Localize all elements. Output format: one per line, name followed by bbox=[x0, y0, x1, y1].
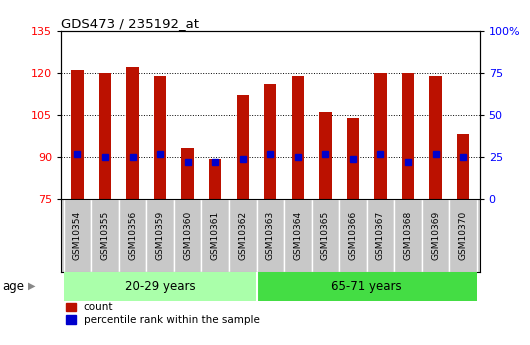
Bar bbox=[174, 199, 201, 272]
Text: GSM10360: GSM10360 bbox=[183, 210, 192, 260]
Bar bbox=[236, 95, 249, 199]
Bar bbox=[284, 199, 312, 272]
Text: ▶: ▶ bbox=[28, 281, 35, 291]
Text: GSM10354: GSM10354 bbox=[73, 211, 82, 260]
Bar bbox=[257, 272, 477, 300]
Text: 65-71 years: 65-71 years bbox=[331, 280, 402, 293]
Text: GSM10365: GSM10365 bbox=[321, 210, 330, 260]
Text: GSM10359: GSM10359 bbox=[156, 210, 165, 260]
Bar bbox=[91, 199, 119, 272]
Text: GSM10355: GSM10355 bbox=[101, 210, 110, 260]
Text: GSM10369: GSM10369 bbox=[431, 210, 440, 260]
Bar bbox=[394, 199, 422, 272]
Text: GDS473 / 235192_at: GDS473 / 235192_at bbox=[61, 17, 199, 30]
Bar bbox=[292, 76, 304, 199]
Bar bbox=[449, 199, 477, 272]
Legend: count, percentile rank within the sample: count, percentile rank within the sample bbox=[66, 303, 260, 325]
Bar bbox=[126, 67, 139, 199]
Text: GSM10367: GSM10367 bbox=[376, 210, 385, 260]
Text: GSM10361: GSM10361 bbox=[211, 210, 220, 260]
Bar bbox=[71, 70, 84, 199]
Bar bbox=[209, 159, 222, 199]
Bar bbox=[339, 199, 367, 272]
Bar bbox=[374, 73, 387, 199]
Bar bbox=[146, 199, 174, 272]
Text: GSM10356: GSM10356 bbox=[128, 210, 137, 260]
Text: GSM10364: GSM10364 bbox=[293, 211, 302, 260]
Bar bbox=[119, 199, 146, 272]
Bar bbox=[422, 199, 449, 272]
Bar bbox=[319, 112, 332, 199]
Bar bbox=[367, 199, 394, 272]
Bar bbox=[201, 199, 229, 272]
Bar bbox=[347, 118, 359, 199]
Bar bbox=[99, 73, 111, 199]
Bar bbox=[181, 148, 194, 199]
Bar bbox=[457, 134, 470, 199]
Text: GSM10363: GSM10363 bbox=[266, 210, 275, 260]
Text: age: age bbox=[3, 280, 25, 293]
Bar bbox=[264, 84, 277, 199]
Bar bbox=[64, 199, 91, 272]
Text: GSM10370: GSM10370 bbox=[458, 210, 467, 260]
Bar bbox=[64, 272, 257, 300]
Text: GSM10366: GSM10366 bbox=[348, 210, 357, 260]
Bar bbox=[312, 199, 339, 272]
Text: 20-29 years: 20-29 years bbox=[125, 280, 196, 293]
Bar bbox=[154, 76, 166, 199]
Bar bbox=[429, 76, 442, 199]
Text: GSM10362: GSM10362 bbox=[238, 211, 248, 260]
Bar bbox=[257, 199, 284, 272]
Bar bbox=[229, 199, 257, 272]
Bar bbox=[402, 73, 414, 199]
Text: GSM10368: GSM10368 bbox=[403, 210, 412, 260]
